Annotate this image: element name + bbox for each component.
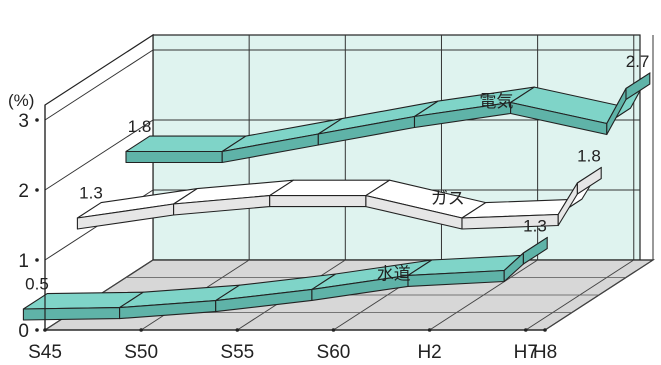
series-start-value-label: 1.3	[79, 184, 103, 203]
ribbon-side-face	[22, 307, 121, 321]
x-tick-label: H7	[514, 342, 538, 363]
y-unit-label: (%)	[8, 91, 34, 110]
series-ribbon-2: 水道 0.5 1.3	[22, 217, 548, 321]
series-end-value-label: 1.3	[523, 217, 547, 236]
series-end-value-label: 1.8	[577, 147, 601, 166]
x-tick-label: S45	[28, 342, 62, 363]
ribbon-end-cap	[522, 236, 548, 266]
y-tick-label: 3	[18, 111, 29, 132]
x-tick-label: H8	[533, 342, 557, 363]
series-start-value-label: 1.8	[128, 117, 152, 136]
x-tick-dot	[427, 328, 432, 332]
series-name-label: ガス	[431, 189, 465, 209]
x-tick-dot	[331, 328, 336, 332]
ribbons: 電気 1.8 2.7 ガス 1.3 1.8 水道 0.5 1.3	[22, 52, 651, 321]
x-tick-dot	[43, 328, 47, 332]
x-tick-label: H2	[417, 342, 441, 363]
series-end-value-label: 2.7	[626, 52, 650, 71]
y-tick-label: 2	[18, 181, 29, 202]
x-tick-label: S60	[317, 342, 351, 363]
series-start-value-label: 0.5	[25, 275, 49, 294]
y-tick-label: 1	[18, 251, 29, 272]
y-tick-dot	[35, 118, 39, 122]
x-tick-label: S55	[220, 342, 254, 363]
x-tick-label: S50	[124, 342, 158, 363]
series-ribbon-0: 電気 1.8 2.7	[125, 52, 651, 164]
x-tick-dot	[139, 328, 143, 332]
ribbon-side-face	[125, 150, 223, 164]
y-tick-dot	[35, 328, 39, 332]
left-wall-grid	[44, 119, 154, 191]
y-tick-label: 0	[18, 321, 29, 342]
ribbon-end-cap	[576, 166, 602, 196]
ribbon-side-face	[269, 195, 367, 208]
left-wall-grid	[44, 49, 154, 121]
x-tick-dot	[543, 328, 547, 332]
y-tick-dot	[35, 258, 39, 262]
x-tick-dot	[235, 328, 240, 332]
series-name-label: 電気	[479, 92, 513, 112]
y-tick-dot	[35, 188, 39, 192]
series-ribbon-1: ガス 1.3 1.8	[76, 147, 602, 230]
ribbon-end-cap	[625, 72, 651, 101]
x-tick-dot	[523, 328, 528, 332]
series-name-label: 水道	[377, 265, 411, 285]
